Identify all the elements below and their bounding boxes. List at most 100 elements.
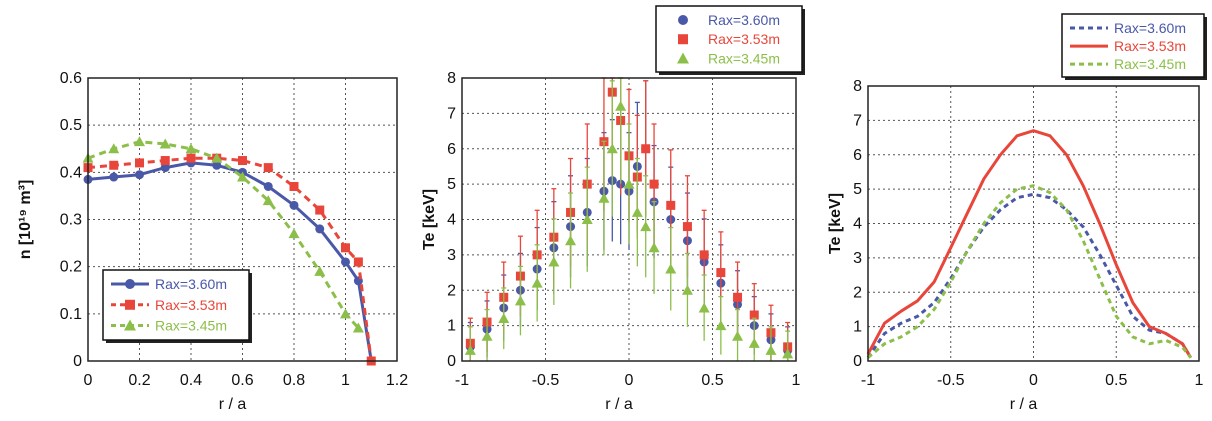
- y-tick-label: 0.3: [60, 212, 82, 229]
- x-tick-label: 0.2: [128, 372, 150, 389]
- marker-triangle: [640, 221, 652, 232]
- plot-frame: [867, 85, 1200, 362]
- x-axis-label: r / a: [219, 396, 247, 413]
- y-tick-label: 0.6: [60, 70, 82, 87]
- legend-label: Rax=3.60m: [1114, 20, 1186, 36]
- marker-square: [749, 310, 759, 320]
- marker-triangle: [352, 322, 364, 333]
- y-tick-label: 0.2: [60, 259, 82, 276]
- marker-square: [315, 205, 325, 215]
- x-tick-label: 0.5: [701, 372, 723, 389]
- series-Rax=3.45m: [82, 136, 364, 333]
- y-tick-label: 4: [447, 212, 456, 229]
- legend-label: Rax=3.60m: [155, 276, 227, 292]
- marker-circle: [263, 181, 273, 191]
- marker-triangle: [134, 136, 145, 147]
- marker-circle: [212, 160, 222, 170]
- y-tick-label: 0: [73, 353, 82, 370]
- series-Rax=3.60m: [866, 192, 1192, 359]
- y-tick-label: 1: [853, 319, 862, 336]
- x-tick-label: -1: [861, 372, 875, 389]
- marker-square: [682, 222, 692, 232]
- y-tick-label: 2: [853, 284, 862, 301]
- legend-label: Rax=3.53m: [1114, 38, 1186, 54]
- marker-triangle: [548, 256, 560, 267]
- marker-triangle: [185, 143, 197, 154]
- marker-triangle: [481, 330, 493, 341]
- series-Rax=3.45m: [464, 77, 794, 361]
- marker-circle: [160, 163, 170, 173]
- marker-triangle: [340, 308, 351, 319]
- series-line: [866, 192, 1192, 359]
- x-tick-label: 0: [84, 372, 93, 389]
- marker-square: [341, 243, 350, 253]
- chart-3: -1 -0.5 0 0.5 1 0 1 2 3 4 5 6 7 8 r / a Te [keV] Rax=3.6…: [827, 13, 1207, 413]
- marker-triangle: [237, 171, 248, 182]
- marker-triangle: [681, 284, 693, 295]
- y-tick-label: 8: [853, 78, 862, 95]
- legend-label: Rax=3.60m: [708, 12, 780, 28]
- x-tick-label: 1: [341, 372, 350, 389]
- marker-triangle: [615, 100, 627, 111]
- marker-square: [699, 250, 709, 260]
- y-axis-label: Te [keV]: [421, 189, 438, 250]
- marker-square: [678, 34, 688, 45]
- y-tick-label: 0: [853, 353, 862, 370]
- y-tick-label: 5: [447, 176, 456, 193]
- series-Rax=3.53m: [866, 129, 1192, 359]
- marker-square: [353, 257, 363, 267]
- marker-square: [716, 268, 726, 278]
- y-tick-label: 8: [447, 70, 456, 87]
- marker-triangle: [782, 348, 794, 359]
- marker-square: [186, 153, 196, 163]
- y-tick-label: 6: [447, 141, 456, 158]
- x-tick-label: 0: [1029, 372, 1038, 389]
- marker-triangle: [665, 263, 677, 274]
- marker-triangle: [288, 228, 300, 239]
- y-tick-label: 0.5: [60, 117, 82, 134]
- legend: Rax=3.60m Rax=3.53m Rax=3.45m: [655, 5, 805, 75]
- marker-square: [641, 144, 651, 154]
- y-tick-label: 3: [853, 250, 862, 267]
- marker-triangle: [765, 344, 777, 355]
- series-Rax=3.45m: [867, 184, 1192, 359]
- y-tick-label: 2: [447, 282, 456, 299]
- marker-triangle: [124, 319, 136, 331]
- y-tick-label: 0.1: [60, 306, 82, 323]
- y-tick-label: 7: [447, 105, 456, 122]
- marker-square: [733, 292, 743, 302]
- marker-circle: [341, 257, 350, 267]
- x-tick-label: -0.5: [937, 372, 965, 389]
- y-tick-label: 0: [447, 353, 456, 370]
- series-line: [866, 129, 1192, 359]
- legend-label: Rax=3.45m: [708, 50, 780, 66]
- marker-circle: [135, 170, 144, 180]
- marker-square: [263, 163, 273, 173]
- legend-label: Rax=3.45m: [1114, 56, 1186, 72]
- plot-frame: [461, 77, 797, 362]
- marker-triangle: [159, 138, 171, 149]
- series-line: [867, 184, 1192, 359]
- x-axis-label: r / a: [1010, 396, 1038, 413]
- x-tick-label: 0.8: [283, 372, 305, 389]
- marker-triangle: [108, 143, 120, 154]
- chart-2: -1 -0.5 0 0.5 1 0 1 2 3 4 5 6 7 8 r / a Te [keV] Rax=3.6…: [421, 5, 805, 413]
- marker-triangle: [314, 265, 326, 276]
- plot-frame: [87, 77, 398, 362]
- marker-triangle: [498, 313, 510, 324]
- x-tick-label: 0.5: [1105, 372, 1127, 389]
- x-tick-label: 1.2: [386, 372, 408, 389]
- marker-triangle: [211, 152, 223, 163]
- marker-triangle: [698, 302, 710, 313]
- marker-circle: [289, 200, 299, 210]
- marker-triangle: [677, 52, 689, 64]
- x-tick-label: 1: [792, 372, 801, 389]
- y-tick-label: 1: [447, 318, 456, 335]
- y-axis-label: n [10¹⁹ m³]: [17, 180, 34, 260]
- y-tick-label: 0.4: [60, 164, 82, 181]
- marker-square: [666, 200, 676, 210]
- y-tick-label: 6: [853, 147, 862, 164]
- marker-triangle: [748, 337, 760, 348]
- marker-triangle: [581, 214, 593, 224]
- y-tick-label: 4: [853, 216, 862, 233]
